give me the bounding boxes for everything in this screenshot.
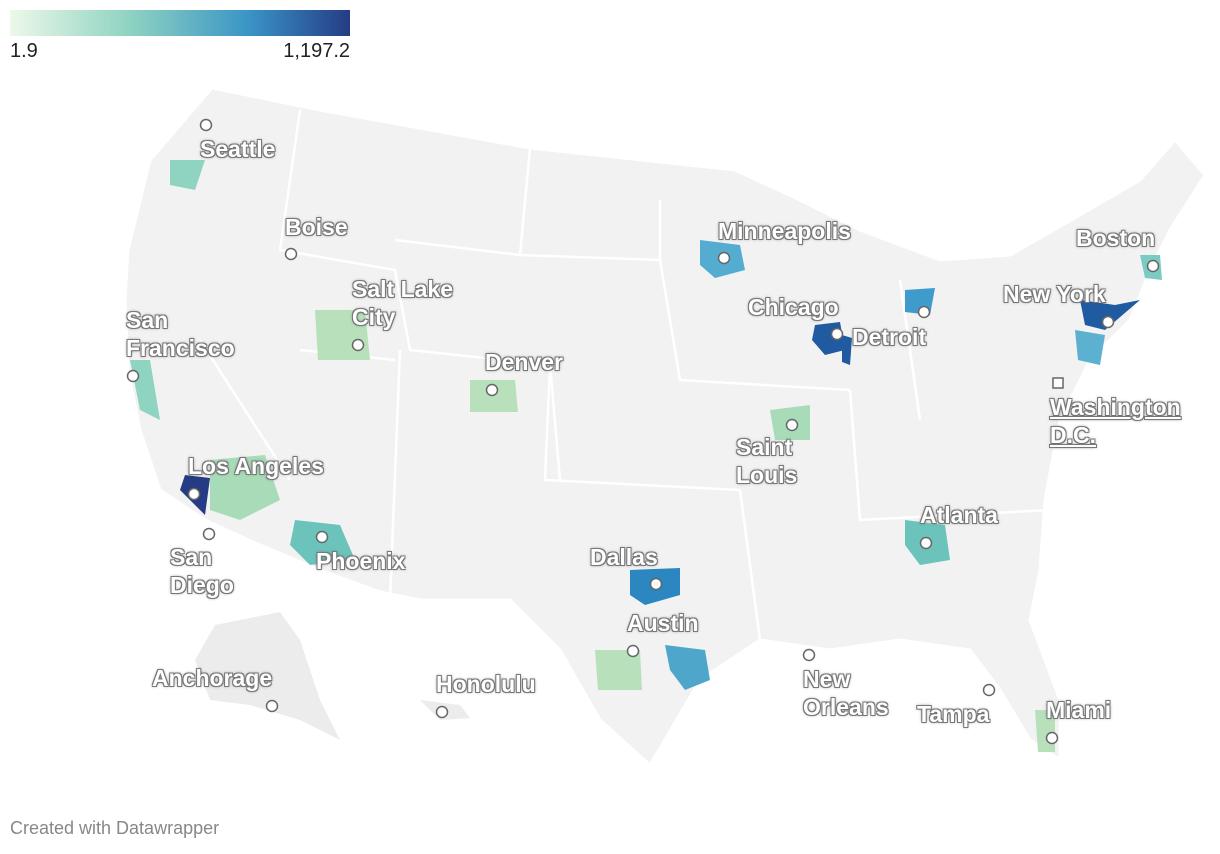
city-label: Miami [1046,697,1112,723]
city-marker [485,383,499,397]
city-marker [1045,731,1059,745]
city-marker [199,118,213,132]
city-label: Minneapolis [718,218,851,244]
city-marker [265,699,279,713]
city-label: San Francisco [126,307,235,361]
city-label[interactable]: Washington D.C. [1050,394,1181,448]
city-marker [717,251,731,265]
state-borders [198,109,1051,641]
footer: Created with Datawrapper [10,818,220,838]
city-marker [202,527,216,541]
city-marker [1052,377,1064,389]
legend-max: 1,197.2 [283,40,350,62]
city-label: Boise [285,214,348,240]
city-marker [919,536,933,550]
city-marker [126,369,140,383]
city-label: Denver [485,349,563,375]
city-marker [351,338,365,352]
city-label: Boston [1076,225,1156,251]
city-marker [187,487,201,501]
city-label: Anchorage [152,665,273,691]
city-label: Chicago [748,294,839,320]
city-marker [435,705,449,719]
city-label: Honolulu [436,671,536,697]
city-label: Seattle [200,136,276,162]
city-marker [802,648,816,662]
city-marker [1146,259,1160,273]
city-marker [830,327,844,341]
city-label: Atlanta [920,502,998,528]
city-label: Dallas [590,544,658,570]
legend-gradient [10,10,350,36]
city-label: Tampa [917,701,990,727]
city-label: Salt Lake City [352,276,453,330]
city-marker [649,577,663,591]
city-marker [917,305,931,319]
city-label: San Diego [170,544,234,598]
legend-min: 1.9 [10,40,38,62]
city-marker [1101,315,1115,329]
city-marker [315,530,329,544]
city-label: Los Angeles [188,453,324,479]
city-marker [284,247,298,261]
city-label: New Orleans [803,666,889,720]
city-marker [982,683,996,697]
city-marker [785,418,799,432]
alaska [195,612,340,740]
city-label: Detroit [852,324,927,350]
city-label: Saint Louis [736,434,798,488]
city-marker [626,644,640,658]
metro-areas [130,160,1162,752]
city-label: New York [1003,281,1106,307]
city-label: Phoenix [316,548,406,574]
city-label: Austin [627,610,699,636]
